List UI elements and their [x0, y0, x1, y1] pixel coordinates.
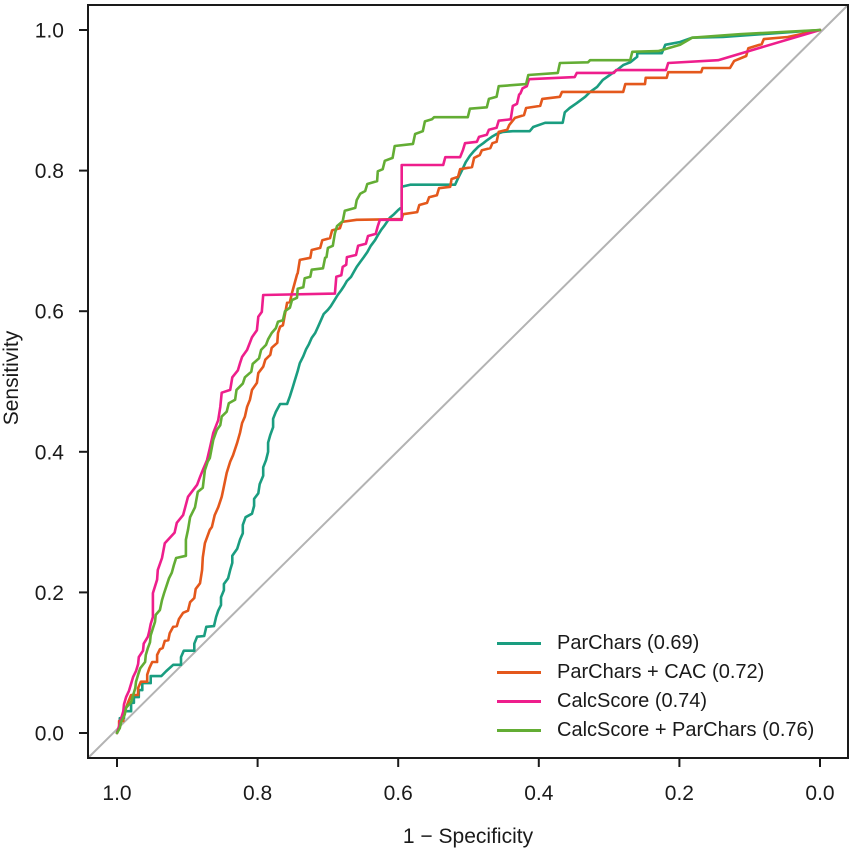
- legend: ParChars (0.69) ParChars + CAC (0.72) Ca…: [497, 629, 814, 745]
- x-tick-label: 1.0: [102, 782, 131, 805]
- y-tick-label: 1.0: [35, 20, 64, 43]
- x-tick-label: 0.8: [243, 782, 272, 805]
- legend-item-calcscore-parchars: CalcScore + ParChars (0.76): [497, 716, 814, 745]
- roc-curve-calcscore-parchars: [115, 28, 822, 735]
- legend-label-parchars-cac: ParChars + CAC (0.72): [557, 661, 765, 683]
- plot-border: [87, 4, 849, 759]
- y-tick-label: 0.8: [35, 160, 64, 183]
- legend-line-parchars: [497, 642, 541, 645]
- roc-curve-calcscore: [115, 28, 822, 735]
- x-tick-label: 0.4: [524, 782, 554, 805]
- roc-curve-parchars: [115, 28, 822, 735]
- y-tick-label: 0.6: [35, 301, 64, 324]
- legend-label-calcscore-parchars: CalcScore + ParChars (0.76): [557, 719, 815, 741]
- y-tick-label: 0.0: [35, 723, 64, 746]
- y-axis-title: Sensitivity: [0, 330, 23, 425]
- y-tick-label: 0.2: [35, 582, 64, 605]
- legend-item-calcscore: CalcScore (0.74): [497, 687, 814, 716]
- x-tick-label: 0.2: [665, 782, 694, 805]
- legend-line-parchars-cac: [497, 671, 541, 674]
- legend-item-parchars: ParChars (0.69): [497, 629, 814, 658]
- legend-label-calcscore: CalcScore (0.74): [557, 690, 708, 712]
- x-tick-label: 0.0: [805, 782, 834, 805]
- legend-line-calcscore-parchars: [497, 729, 541, 732]
- x-tick-label: 0.6: [384, 782, 413, 805]
- legend-item-parchars-cac: ParChars + CAC (0.72): [497, 658, 814, 687]
- y-tick-label: 0.4: [35, 441, 65, 464]
- legend-line-calcscore: [497, 700, 541, 703]
- x-axis-title: 1 − Specificity: [403, 825, 534, 848]
- chance-diagonal-line: [87, 4, 849, 759]
- legend-label-parchars: ParChars (0.69): [557, 632, 700, 654]
